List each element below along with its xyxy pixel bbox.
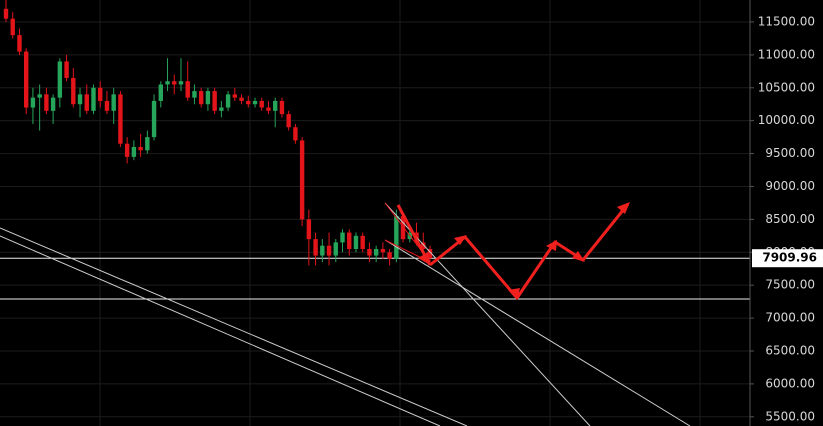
candle-body [111,94,116,111]
arrow-head [418,252,430,265]
trend-line [384,202,591,426]
candle-body [273,100,278,111]
candle-body [293,127,298,141]
candle-body [367,248,372,256]
candle-body [185,81,190,98]
y-tick-label: 7500.00 [765,278,815,292]
candle-body [286,114,291,128]
vertical-grid [99,0,701,426]
candle-body [104,100,110,111]
y-tick-label: 11500.00 [758,14,815,28]
candle-body [158,84,163,101]
candle-body [353,235,359,249]
candle-body [326,245,332,256]
candle-body [172,81,177,85]
candle-body [98,87,103,101]
candle-body [387,252,392,259]
candle-body [246,100,251,105]
candle-body [225,94,231,108]
candles [3,0,433,266]
candle-body [219,107,224,111]
candle-body [23,51,29,108]
drawings [0,202,691,426]
trend-line [384,239,691,426]
candle-body [380,248,386,253]
candle-body [259,100,264,108]
candle-body [252,100,258,105]
arrow-head [617,202,630,214]
candle-body [138,147,143,151]
candle-body [313,239,318,256]
arrow-head [572,251,585,262]
candle-body [145,137,150,151]
candle-body [64,61,69,78]
trend-line [0,227,468,426]
candle-body [232,94,238,98]
y-tick-label: 10000.00 [758,113,815,127]
candle-body [44,94,49,111]
candle-body [3,8,9,19]
candle-body [124,143,130,157]
y-tick-label: 5500.00 [765,409,815,423]
candle-body [320,245,325,256]
arrow-head [546,240,557,251]
candle-body [71,77,76,105]
candle-body [77,94,83,105]
price-axis: 5500.006000.006500.007000.007500.008000.… [749,0,823,426]
candle-body [151,100,157,138]
candle-body [400,216,406,240]
candle-body [131,147,137,157]
candle-body [360,235,365,249]
y-tick-label: 6000.00 [765,376,815,390]
candle-body [427,248,433,259]
candle-body [17,35,22,52]
y-tick-label: 6500.00 [765,343,815,357]
candle-body [37,94,42,98]
candle-body [10,18,15,36]
arrow-head [454,235,467,245]
candle-body [91,87,96,111]
candle-body [165,81,170,85]
candle-body [118,94,123,144]
trend-line [0,235,441,426]
y-tick-label: 8500.00 [765,212,815,226]
candle-body [57,61,63,98]
arrow-head [508,288,520,300]
candle-body [333,242,338,256]
candle-body [84,94,89,111]
candle-body [212,91,217,111]
candle-body [50,97,56,111]
candle-body [198,91,204,105]
candle-body [266,107,271,111]
y-tick-label: 10500.00 [758,80,815,94]
candle-body [306,219,312,240]
candle-body [30,97,36,108]
candle-body [347,232,352,249]
candle-body [279,100,285,115]
price-tag [752,249,823,268]
candle-body [421,242,426,249]
candle-body [394,216,399,259]
candle-body [178,81,184,85]
candle-body [192,91,197,98]
candle-body [299,140,305,220]
candle-body [373,248,379,256]
price-tag-label: 7909.96 [762,251,817,265]
candle-body [340,232,345,243]
y-tick-label: 7000.00 [765,311,815,325]
y-tick-label: 11000.00 [758,47,815,61]
candle-body [239,97,244,101]
y-tick-label: 9500.00 [765,146,815,160]
y-tick-label: 9000.00 [765,179,815,193]
candle-body [205,91,211,105]
